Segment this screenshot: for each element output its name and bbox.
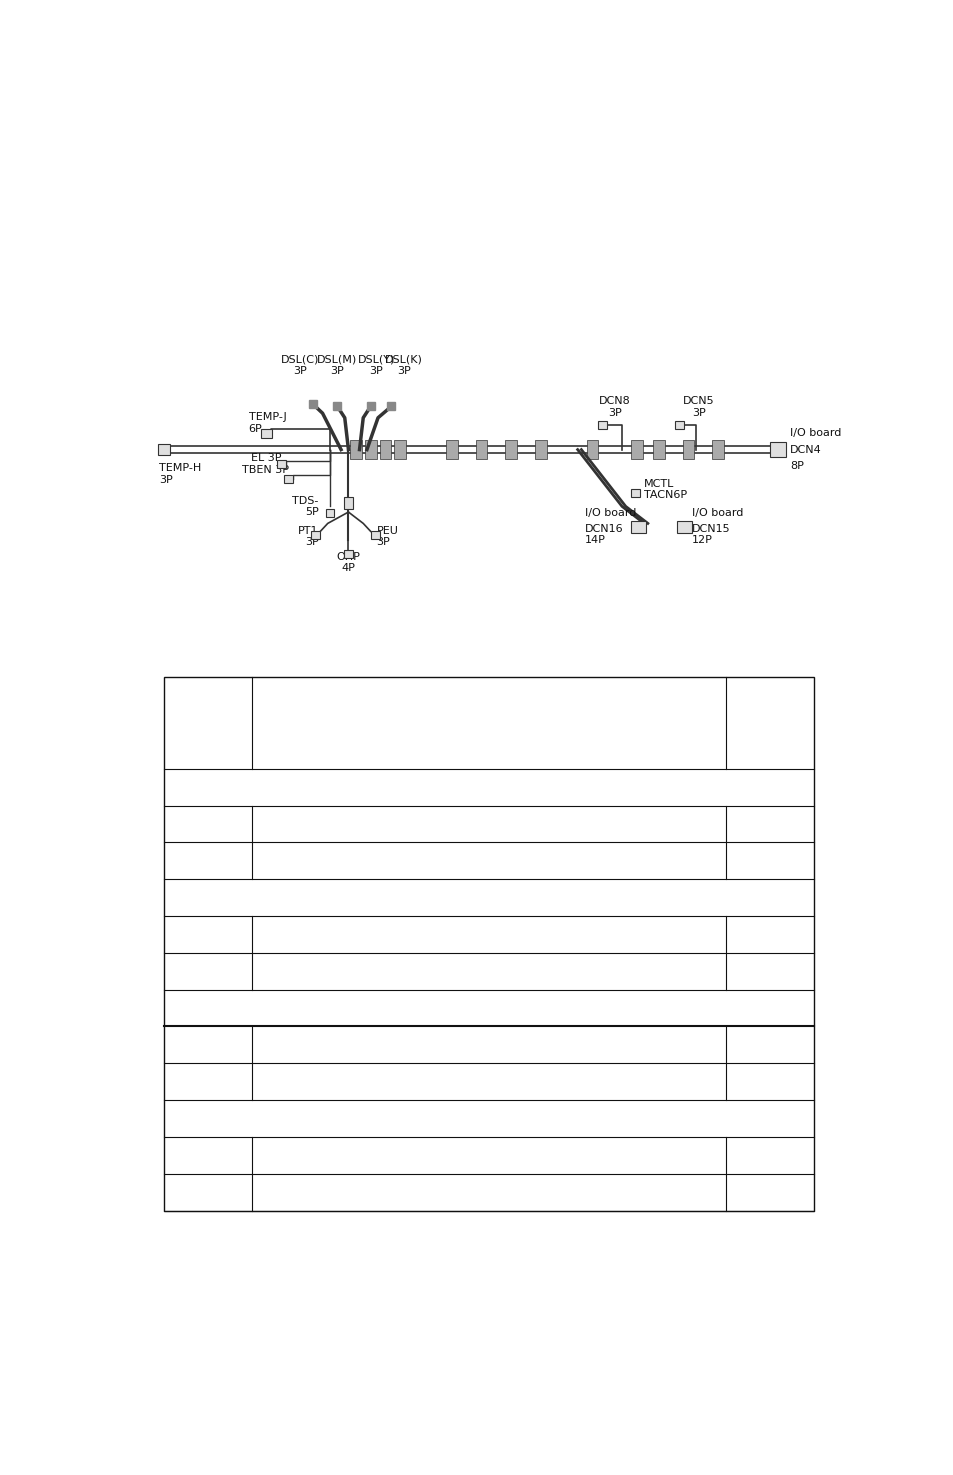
Bar xyxy=(630,441,642,459)
Bar xyxy=(769,442,785,457)
Text: 3P: 3P xyxy=(376,537,390,547)
Bar xyxy=(364,441,376,459)
Text: OHP: OHP xyxy=(336,552,360,562)
Bar xyxy=(350,441,361,459)
Text: 3P: 3P xyxy=(396,366,411,376)
Bar xyxy=(505,441,517,459)
Bar xyxy=(284,475,293,484)
Bar xyxy=(535,441,546,459)
Bar xyxy=(712,441,723,459)
Text: DSL(Y): DSL(Y) xyxy=(357,354,395,364)
Text: 6P: 6P xyxy=(249,423,262,434)
Text: 3P: 3P xyxy=(691,407,705,417)
Bar xyxy=(261,429,272,438)
Bar xyxy=(164,677,813,1211)
Text: I/O board: I/O board xyxy=(692,507,742,518)
Text: 3P: 3P xyxy=(369,366,383,376)
Bar xyxy=(598,420,607,429)
Bar xyxy=(158,444,170,454)
Text: TEMP-H: TEMP-H xyxy=(159,463,201,473)
Text: DCN4: DCN4 xyxy=(789,444,821,454)
Text: TACN6P: TACN6P xyxy=(643,490,686,500)
Bar xyxy=(653,441,664,459)
Bar xyxy=(311,531,320,538)
Text: DCN8: DCN8 xyxy=(598,397,630,407)
Text: 3P: 3P xyxy=(305,537,318,547)
Text: 4P: 4P xyxy=(341,563,355,574)
Bar xyxy=(394,441,406,459)
Text: MCTL: MCTL xyxy=(643,479,674,488)
Text: 12P: 12P xyxy=(692,535,713,546)
Text: PEU: PEU xyxy=(376,525,398,535)
Bar xyxy=(586,441,598,459)
Text: TBEN 3P: TBEN 3P xyxy=(242,465,289,475)
Bar xyxy=(370,531,379,538)
Text: PT1: PT1 xyxy=(298,525,318,535)
Bar xyxy=(630,521,645,532)
Text: 3P: 3P xyxy=(607,407,620,417)
Text: DCN16: DCN16 xyxy=(584,524,623,534)
Text: DSL(C): DSL(C) xyxy=(281,354,319,364)
Bar xyxy=(325,509,335,518)
Bar xyxy=(675,420,683,429)
Bar xyxy=(344,497,353,509)
Text: 14P: 14P xyxy=(584,535,605,546)
Text: 3P: 3P xyxy=(159,475,172,485)
Text: 3P: 3P xyxy=(294,366,307,376)
Text: DSL(M): DSL(M) xyxy=(317,354,357,364)
Text: I/O board: I/O board xyxy=(789,428,841,438)
Text: 3P: 3P xyxy=(330,366,344,376)
Text: DCN15: DCN15 xyxy=(692,524,730,534)
Text: EL 3P: EL 3P xyxy=(252,453,281,463)
Text: DCN5: DCN5 xyxy=(682,397,714,407)
Text: TDS-: TDS- xyxy=(293,496,318,506)
Bar xyxy=(344,550,353,558)
Text: DSL(K): DSL(K) xyxy=(385,354,422,364)
Bar xyxy=(276,460,285,469)
Text: TEMP-J: TEMP-J xyxy=(249,413,286,422)
Text: 8P: 8P xyxy=(789,460,802,471)
Bar xyxy=(446,441,457,459)
Bar xyxy=(476,441,487,459)
Bar xyxy=(682,441,694,459)
Bar xyxy=(379,441,391,459)
Bar xyxy=(677,521,692,532)
Text: I/O board: I/O board xyxy=(584,507,636,518)
Text: 5P: 5P xyxy=(305,507,318,518)
Bar xyxy=(630,488,639,497)
